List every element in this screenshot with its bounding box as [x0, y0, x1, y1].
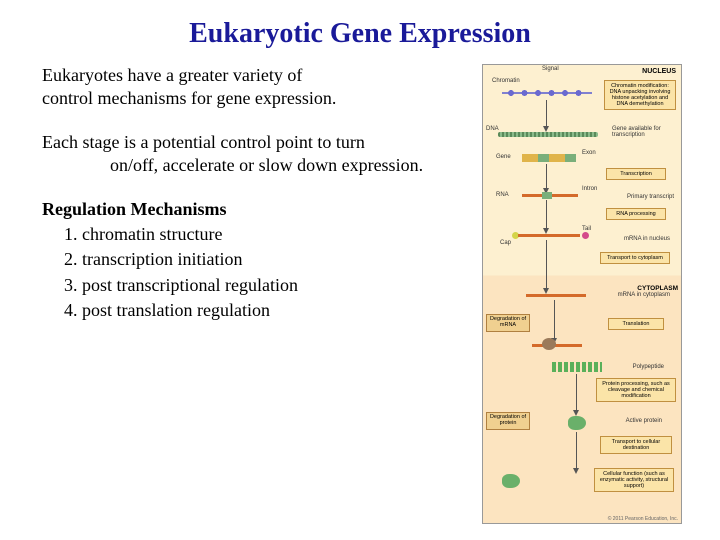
gene-available-label: Gene available for transcription: [612, 126, 672, 138]
text-column: Eukaryotes have a greater variety of con…: [42, 64, 482, 524]
chromatin-mod-box: Chromatin modification: DNA unpacking in…: [604, 80, 676, 110]
translation-box: Translation: [608, 318, 664, 330]
list-item-3: 3. post transcriptional regulation: [42, 274, 482, 297]
page-title: Eukaryotic Gene Expression: [0, 0, 720, 64]
degrade-protein-box: Degradation of protein: [486, 412, 530, 430]
dna-label: DNA: [486, 126, 499, 132]
gene-expression-diagram: Signal NUCLEUS CYTOPLASM Chromatin Chrom…: [482, 64, 682, 524]
chromatin-label: Chromatin: [492, 78, 520, 84]
gene-shape: [522, 154, 576, 162]
cap-label: Cap: [500, 240, 511, 246]
stage-line-2: on/off, accelerate or slow down expressi…: [70, 155, 423, 175]
nucleus-label: NUCLEUS: [642, 68, 676, 75]
mrna-cyto-shape: [526, 294, 586, 297]
polypeptide-label: Polypeptide: [633, 364, 664, 370]
transport-cytoplasm-box: Transport to cytoplasm: [600, 252, 670, 264]
rna-processing-box: RNA processing: [606, 208, 666, 220]
content-wrap: Eukaryotes have a greater variety of con…: [0, 64, 720, 524]
gene-label: Gene: [496, 154, 511, 160]
intro-para: Eukaryotes have a greater variety of con…: [42, 64, 482, 111]
degrade-mrna-box: Degradation of mRNA: [486, 314, 530, 332]
mechanisms-heading: Regulation Mechanisms: [42, 198, 482, 221]
intro-line-1: Eukaryotes have a greater variety of: [42, 65, 302, 85]
transport-destination-box: Transport to cellular destination: [600, 436, 672, 454]
stage-line-1: Each stage is a potential control point …: [42, 132, 365, 152]
cytoplasm-label: CYTOPLASM: [637, 285, 678, 292]
copyright-text: © 2011 Pearson Education, Inc.: [608, 516, 678, 522]
ribosome-shape: [542, 338, 556, 350]
active-protein-shape: [568, 416, 586, 430]
list-item-4: 4. post translation regulation: [42, 299, 482, 322]
mrna-nucleus-label: mRNA in nucleus: [624, 236, 670, 242]
polypeptide-shape: [552, 362, 602, 372]
protein-processing-box: Protein processing, such as cleavage and…: [596, 378, 676, 402]
dna-shape: [498, 132, 598, 137]
rna-label: RNA: [496, 192, 509, 198]
active-protein-label: Active protein: [626, 418, 662, 424]
mrna-tail-shape: [582, 232, 589, 239]
cellular-function-box: Cellular function (such as enzymatic act…: [594, 468, 674, 492]
signal-label: Signal: [542, 66, 559, 72]
intron-label: Intron: [582, 186, 597, 192]
intron-shape: [542, 192, 552, 199]
mrna-cyto-label: mRNA in cytoplasm: [618, 292, 670, 298]
tail-label: Tail: [582, 226, 591, 232]
primary-transcript-label: Primary transcript: [627, 194, 674, 200]
mrna-shape: [518, 234, 580, 237]
exon-label: Exon: [582, 150, 596, 156]
transcription-box: Transcription: [606, 168, 666, 180]
intro-line-2: control mechanisms for gene expression.: [42, 88, 336, 108]
final-protein-shape: [502, 474, 520, 488]
list-item-2: 2. transcription initiation: [42, 248, 482, 271]
stage-para: Each stage is a potential control point …: [42, 131, 482, 178]
chromatin-shape: [502, 86, 592, 100]
list-item-1: 1. chromatin structure: [42, 223, 482, 246]
ribosome-line: [532, 344, 582, 347]
